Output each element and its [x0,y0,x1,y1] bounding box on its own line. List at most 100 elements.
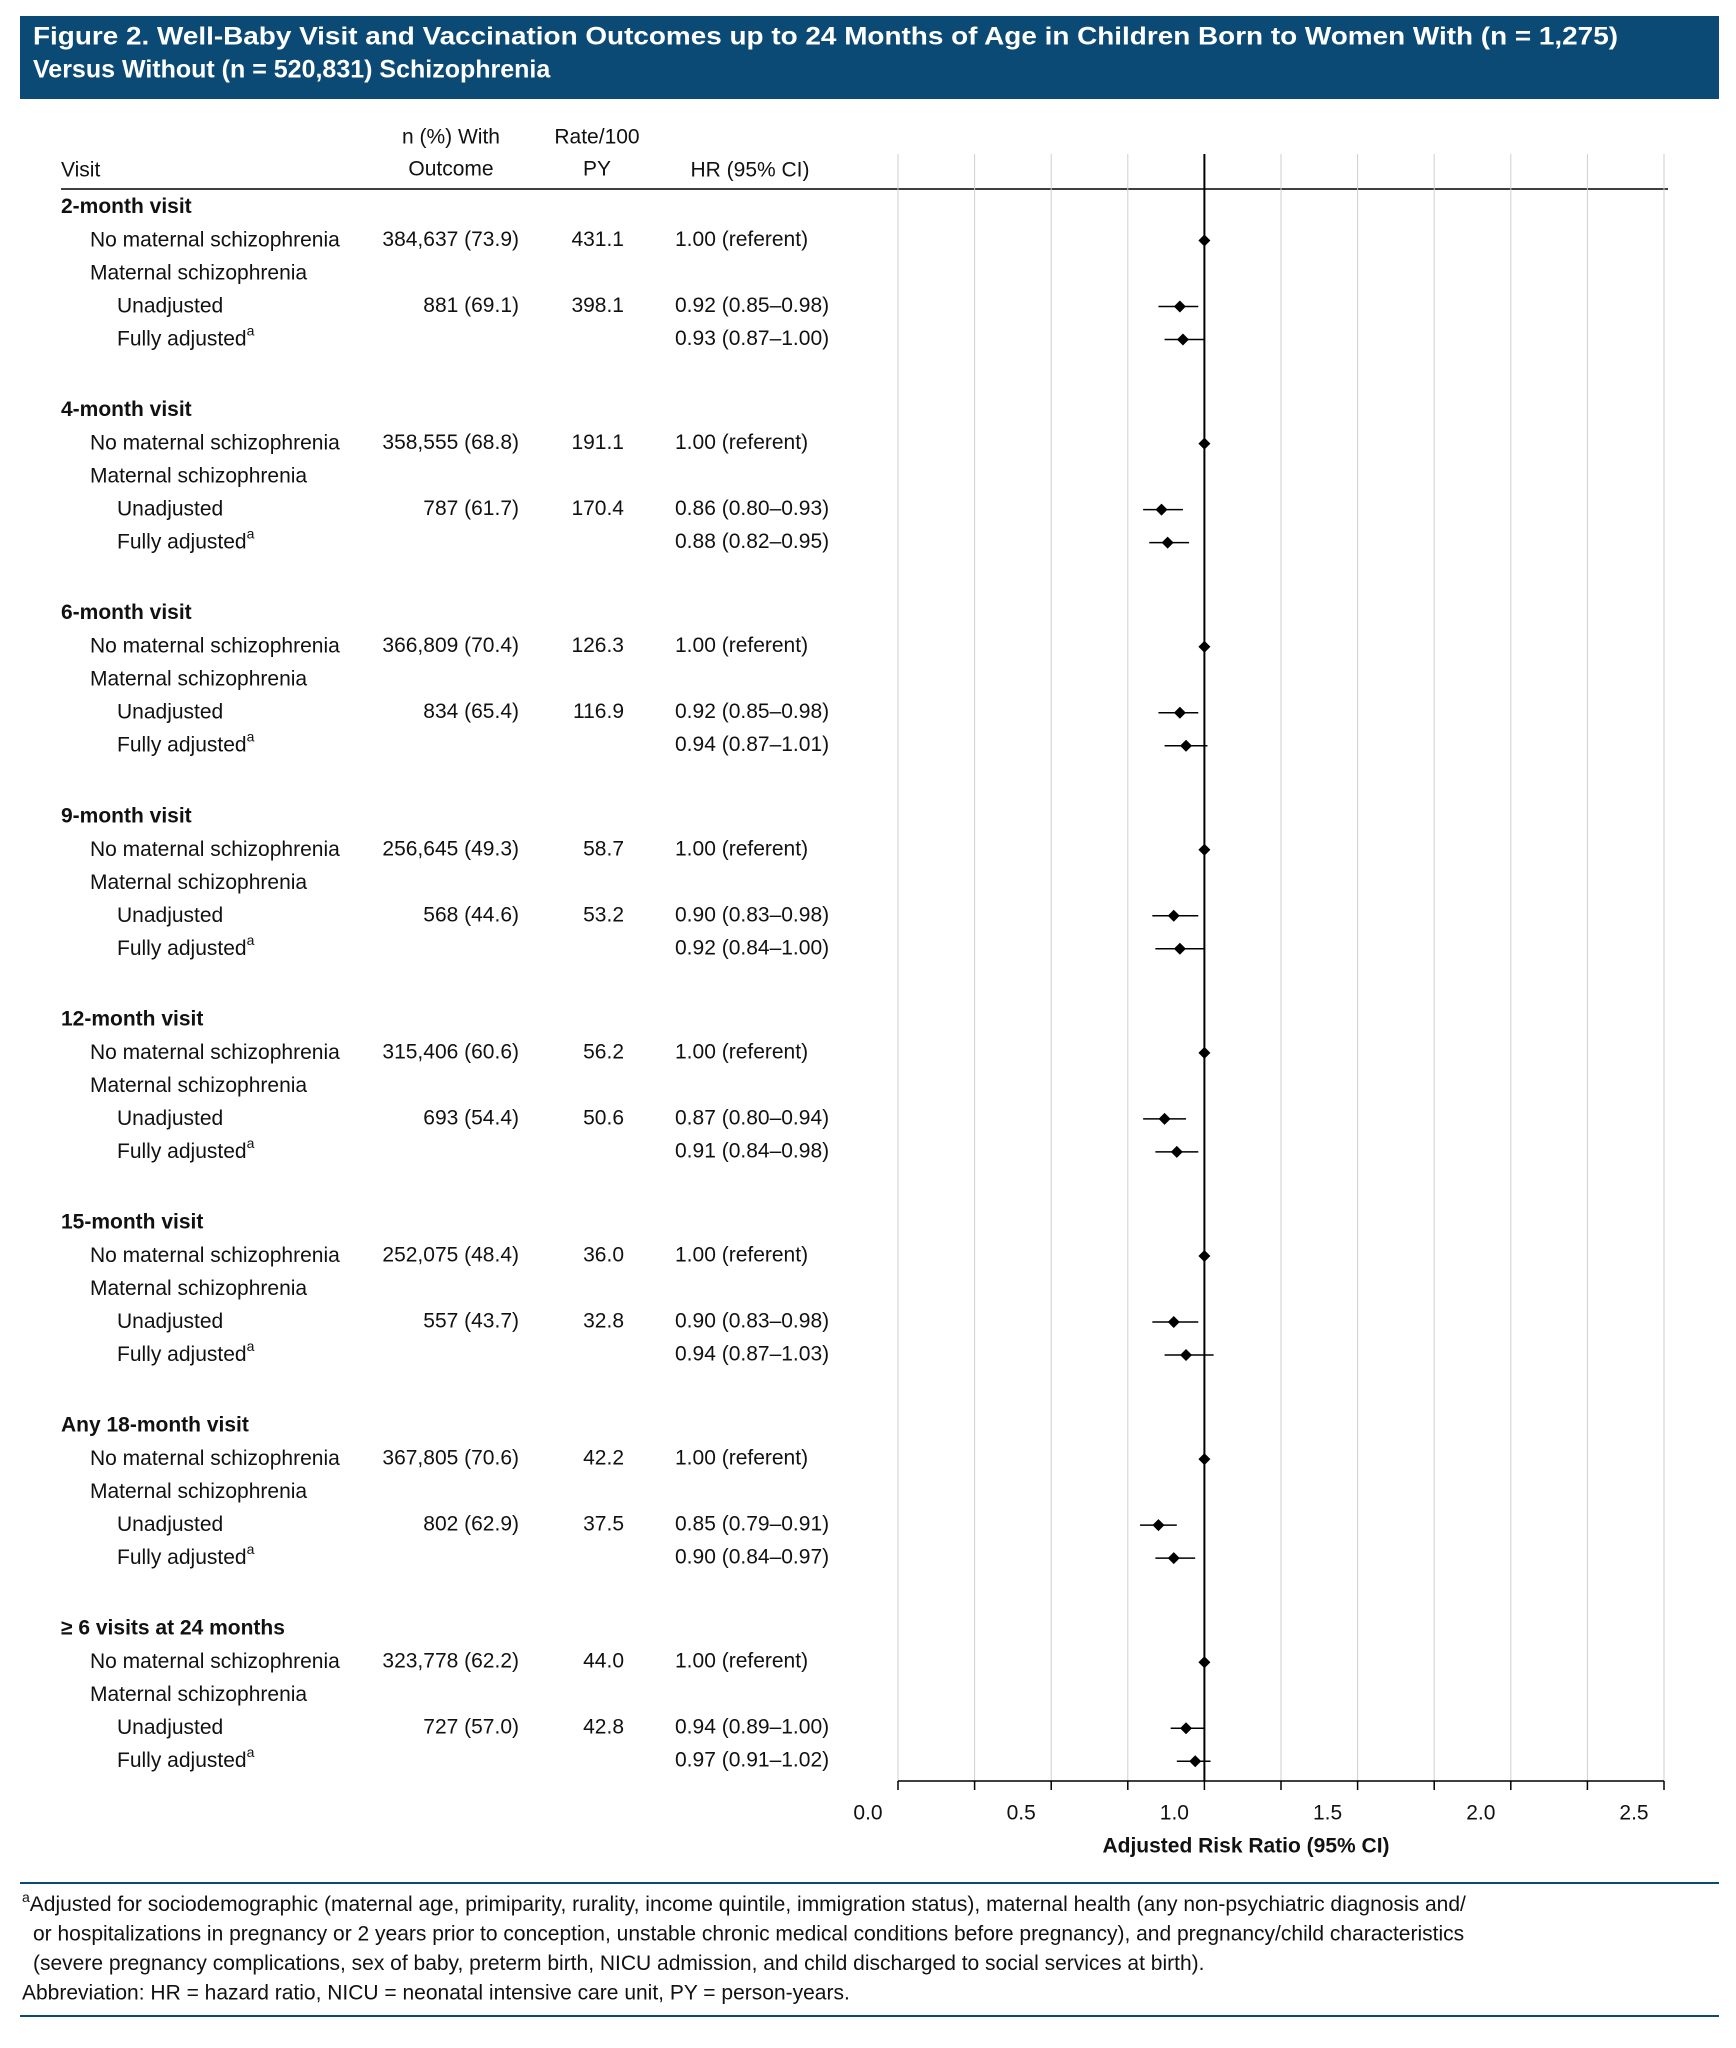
hr-value: 1.00 (referent) [675,634,808,657]
point-marker [1173,300,1186,313]
hr-value: 0.94 (0.87–1.03) [675,1343,829,1366]
row-label: Unadjusted [117,294,223,317]
hr-value: 0.94 (0.89–1.00) [675,1716,829,1739]
n-value: 557 (43.7) [423,1310,519,1333]
row-label-text: Maternal schizophrenia [90,667,307,690]
row-label-text: Fully adjusted [117,1343,247,1366]
group-label: 15-month visit [61,1211,203,1234]
hr-value: 1.00 (referent) [675,1650,808,1673]
row-label: Maternal schizophrenia [90,1073,307,1096]
row-label-text: Unadjusted [117,1716,223,1739]
column-header: n (%) With [402,126,500,149]
rate-value: 58.7 [583,837,624,860]
hr-value: 0.85 (0.79–0.91) [675,1513,829,1536]
rate-value: 398.1 [571,294,624,317]
figure-title: Figure 2. Well-Baby Visit and Vaccinatio… [33,23,1618,51]
point-marker [1176,333,1189,346]
hr-value: 1.00 (referent) [675,228,808,251]
n-value: 315,406 (60.6) [382,1040,519,1063]
group-label: 2-month visit [61,195,192,218]
footnote-mark: a [247,932,255,948]
row-label: No maternal schizophrenia [90,1040,340,1063]
row-label: Fully adjusteda [117,728,255,756]
hr-value: 1.00 (referent) [675,837,808,860]
row-label-text: Unadjusted [117,903,223,926]
hr-value: 0.93 (0.87–1.00) [675,327,829,350]
row-label-text: Maternal schizophrenia [90,1480,307,1503]
row-label-text: No maternal schizophrenia [90,1040,340,1063]
rate-value: 32.8 [583,1310,624,1333]
rate-value: 50.6 [583,1106,624,1129]
row-label: Fully adjusteda [117,1541,255,1569]
row-label-text: Fully adjusted [117,733,247,756]
x-tick-label: 1.5 [1313,1802,1342,1825]
n-value: 366,809 (70.4) [382,634,519,657]
footnote: (severe pregnancy complications, sex of … [33,1952,1204,1975]
x-tick-label: 2.5 [1619,1802,1648,1825]
point-marker [1167,909,1180,922]
footnote-mark: a [247,525,255,541]
row-label-text: Maternal schizophrenia [90,1073,307,1096]
rate-value: 42.8 [583,1716,624,1739]
row-label: No maternal schizophrenia [90,634,340,657]
footnote-text: or hospitalizations in pregnancy or 2 ye… [33,1922,1464,1945]
column-header: PY [583,158,611,181]
row-label-text: Fully adjusted [117,327,247,350]
footnote-mark: a [247,728,255,744]
rate-value: 116.9 [573,700,624,723]
row-label-text: No maternal schizophrenia [90,837,340,860]
row-label: Fully adjusteda [117,932,255,960]
point-marker [1158,1112,1171,1125]
hr-value: 0.90 (0.83–0.98) [675,1310,829,1333]
row-label-text: Unadjusted [117,294,223,317]
point-marker [1161,536,1174,549]
x-tick-label: 0.5 [1007,1802,1036,1825]
row-label: Unadjusted [117,700,223,723]
row-label-text: No maternal schizophrenia [90,1650,340,1673]
row-label: No maternal schizophrenia [90,228,340,251]
row-label-text: No maternal schizophrenia [90,228,340,251]
group-label: 4-month visit [61,398,192,421]
point-marker [1180,1349,1193,1361]
footnote-mark: a [22,1889,30,1905]
rate-value: 42.2 [583,1447,624,1470]
hr-value: 1.00 (referent) [675,1040,808,1063]
footnote-mark: a [247,1338,255,1354]
column-header: HR (95% CI) [690,159,809,182]
row-label-text: Maternal schizophrenia [90,1683,307,1706]
rate-value: 191.1 [571,431,624,454]
point-marker [1180,1722,1193,1735]
hr-value: 0.94 (0.87–1.01) [675,733,829,756]
row-label-text: Unadjusted [117,700,223,723]
footnote-text: Adjusted for sociodemographic (maternal … [30,1893,1466,1916]
point-marker [1198,1046,1211,1059]
group-label: ≥ 6 visits at 24 months [61,1617,285,1640]
hr-value: 0.86 (0.80–0.93) [675,497,829,520]
row-label-text: Fully adjusted [117,1546,247,1569]
row-label-text: Fully adjusted [117,1749,247,1772]
row-label: No maternal schizophrenia [90,1650,340,1673]
hr-value: 0.87 (0.80–0.94) [675,1106,829,1129]
row-label: No maternal schizophrenia [90,1447,340,1470]
n-value: 727 (57.0) [423,1716,519,1739]
row-label: Fully adjusteda [117,525,255,553]
footnote-mark: a [247,322,255,338]
rate-value: 56.2 [583,1040,624,1063]
row-label-text: No maternal schizophrenia [90,1244,340,1267]
n-value: 367,805 (70.6) [382,1447,519,1470]
group-label: 12-month visit [61,1007,203,1030]
point-marker [1198,1250,1211,1262]
n-value: 256,645 (49.3) [382,837,519,860]
n-value: 834 (65.4) [423,700,519,723]
row-label-text: Maternal schizophrenia [90,464,307,487]
row-label: Unadjusted [117,903,223,926]
row-label: Fully adjusteda [117,1135,255,1163]
hr-value: 0.88 (0.82–0.95) [675,530,829,553]
row-label-text: Fully adjusted [117,936,247,959]
hr-value: 0.92 (0.85–0.98) [675,294,829,317]
point-marker [1198,1453,1211,1466]
row-label-text: Unadjusted [117,1106,223,1129]
point-marker [1170,1145,1183,1158]
group-label: Any 18-month visit [61,1414,249,1437]
point-marker [1198,1656,1211,1669]
